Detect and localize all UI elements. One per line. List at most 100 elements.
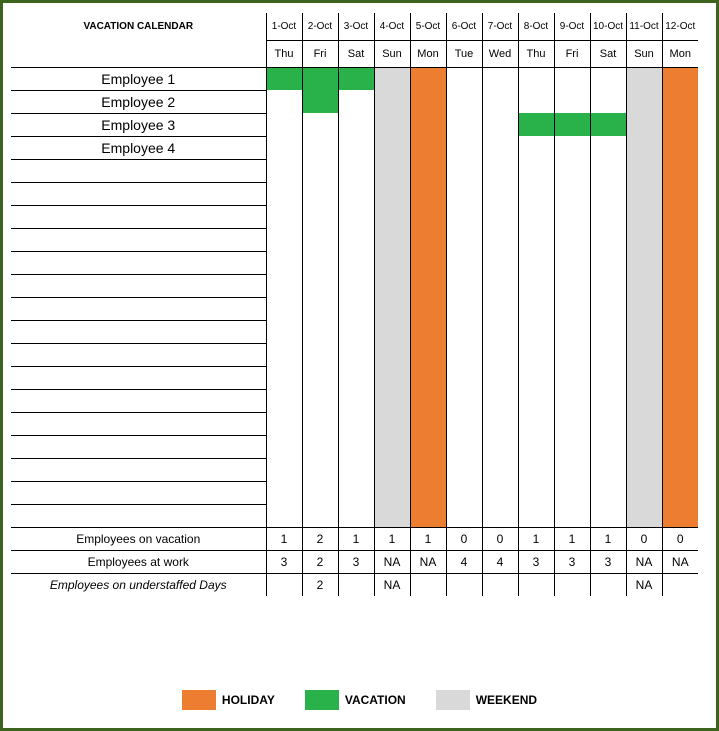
calendar-cell — [266, 343, 302, 366]
calendar-cell — [266, 251, 302, 274]
empty-row-label — [11, 435, 266, 458]
calendar-cell — [266, 435, 302, 458]
calendar-cell — [446, 389, 482, 412]
calendar-cell — [518, 251, 554, 274]
legend-swatch — [305, 690, 339, 710]
calendar-cell — [410, 366, 446, 389]
calendar-cell — [410, 458, 446, 481]
calendar-cell — [554, 90, 590, 113]
calendar-cell — [266, 159, 302, 182]
calendar-cell — [446, 320, 482, 343]
calendar-cell — [590, 343, 626, 366]
date-header: 3-Oct — [338, 13, 374, 40]
legend: HOLIDAYVACATIONWEEKEND — [3, 690, 716, 710]
calendar-cell — [410, 320, 446, 343]
calendar-cell — [662, 504, 698, 527]
calendar-cell — [410, 182, 446, 205]
summary-cell: 1 — [518, 527, 554, 550]
calendar-cell — [482, 228, 518, 251]
calendar-cell — [446, 274, 482, 297]
calendar-cell — [662, 366, 698, 389]
calendar-cell — [338, 182, 374, 205]
calendar-cell — [482, 274, 518, 297]
summary-cell: NA — [626, 550, 662, 573]
calendar-cell — [590, 366, 626, 389]
dow-header: Thu — [266, 40, 302, 67]
calendar-cell — [446, 182, 482, 205]
calendar-cell — [410, 67, 446, 90]
summary-cell: 2 — [302, 550, 338, 573]
calendar-cell — [662, 67, 698, 90]
calendar-cell — [374, 228, 410, 251]
summary-label: Employees on understaffed Days — [11, 573, 266, 596]
calendar-cell — [518, 458, 554, 481]
calendar-cell — [302, 389, 338, 412]
summary-cell: 4 — [446, 550, 482, 573]
calendar-cell — [338, 481, 374, 504]
calendar-cell — [266, 205, 302, 228]
empty-row-label — [11, 251, 266, 274]
calendar-cell — [338, 159, 374, 182]
calendar-cell — [338, 504, 374, 527]
summary-cell: 3 — [338, 550, 374, 573]
date-header: 7-Oct — [482, 13, 518, 40]
calendar-cell — [446, 67, 482, 90]
summary-cell: 3 — [266, 550, 302, 573]
empty-row-label — [11, 159, 266, 182]
dow-header: Fri — [554, 40, 590, 67]
calendar-cell — [446, 504, 482, 527]
calendar-cell — [266, 366, 302, 389]
calendar-cell — [590, 435, 626, 458]
empty-row-label — [11, 320, 266, 343]
empty-row-label — [11, 389, 266, 412]
calendar-cell — [482, 136, 518, 159]
dow-header: Sun — [374, 40, 410, 67]
calendar-table: VACATION CALENDAR1-Oct2-Oct3-Oct4-Oct5-O… — [11, 13, 698, 596]
calendar-cell — [302, 90, 338, 113]
calendar-cell — [626, 458, 662, 481]
summary-cell: 0 — [626, 527, 662, 550]
calendar-cell — [446, 412, 482, 435]
calendar-cell — [626, 343, 662, 366]
summary-cell — [662, 573, 698, 596]
date-header: 2-Oct — [302, 13, 338, 40]
summary-cell: 2 — [302, 527, 338, 550]
summary-cell: NA — [410, 550, 446, 573]
calendar-cell — [590, 90, 626, 113]
calendar-cell — [662, 458, 698, 481]
blank — [11, 40, 266, 67]
calendar-cell — [590, 320, 626, 343]
calendar-cell — [518, 90, 554, 113]
calendar-cell — [266, 389, 302, 412]
calendar-cell — [554, 504, 590, 527]
summary-cell: 2 — [302, 573, 338, 596]
calendar-cell — [482, 481, 518, 504]
calendar-cell — [626, 320, 662, 343]
empty-row-label — [11, 481, 266, 504]
calendar-cell — [410, 205, 446, 228]
calendar-cell — [338, 274, 374, 297]
calendar-cell — [302, 412, 338, 435]
calendar-cell — [302, 320, 338, 343]
calendar-cell — [374, 435, 410, 458]
dow-header: Fri — [302, 40, 338, 67]
calendar-cell — [626, 136, 662, 159]
calendar-cell — [482, 113, 518, 136]
calendar-cell — [266, 228, 302, 251]
calendar-cell — [554, 343, 590, 366]
summary-cell: NA — [662, 550, 698, 573]
calendar-cell — [626, 435, 662, 458]
calendar-cell — [590, 182, 626, 205]
summary-cell: 1 — [374, 527, 410, 550]
calendar-cell — [302, 504, 338, 527]
calendar-cell — [590, 412, 626, 435]
calendar-cell — [518, 182, 554, 205]
calendar-cell — [410, 113, 446, 136]
summary-cell — [266, 573, 302, 596]
calendar-cell — [374, 343, 410, 366]
calendar-cell — [662, 274, 698, 297]
calendar-cell — [590, 67, 626, 90]
summary-cell: 3 — [554, 550, 590, 573]
calendar-cell — [554, 481, 590, 504]
calendar-cell — [590, 113, 626, 136]
